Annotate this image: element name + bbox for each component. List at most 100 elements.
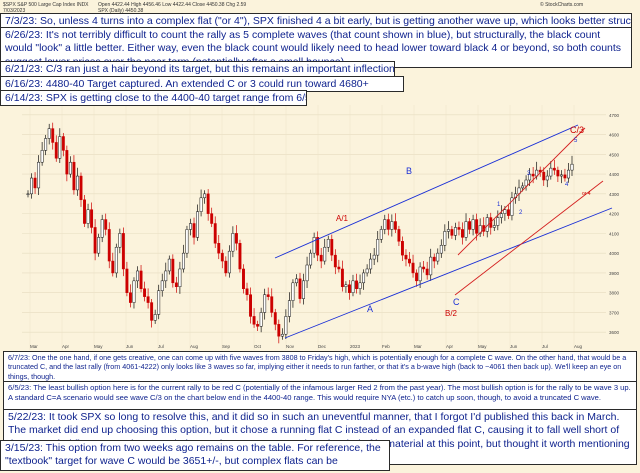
candle-body — [263, 294, 267, 313]
candle-body — [164, 270, 168, 282]
candle-body — [125, 268, 129, 293]
candle-body — [383, 219, 387, 230]
candle-body — [40, 150, 44, 163]
wave-label: 1 — [497, 202, 501, 208]
candle-body — [319, 254, 323, 262]
candle-body — [528, 173, 532, 181]
candle-body — [217, 243, 221, 254]
candle-body — [323, 246, 327, 262]
candle-body — [524, 179, 528, 187]
candle-body — [432, 256, 436, 262]
y-tick-label: 4100 — [609, 231, 620, 236]
candle-body — [358, 282, 362, 289]
candle-body — [492, 225, 496, 228]
candle-body — [146, 296, 150, 303]
candle-body — [210, 213, 214, 224]
blue-channel-line — [284, 207, 613, 339]
candle-body — [107, 229, 111, 262]
candle-body — [348, 284, 351, 293]
red-channel-line — [454, 180, 604, 296]
x-tick-label: Oct — [254, 344, 262, 349]
candle-body — [411, 262, 415, 274]
y-tick-label: 3900 — [609, 271, 620, 276]
candle-body — [284, 316, 288, 335]
y-tick-label: 4700 — [609, 113, 620, 118]
candle-body — [418, 266, 422, 282]
y-tick-label: 4000 — [609, 251, 620, 256]
candle-body — [415, 272, 419, 282]
candle-body — [76, 175, 79, 191]
note-2023-06-14: 6/14/23: SPX is getting close to the 440… — [0, 90, 307, 106]
candle-body — [100, 219, 104, 238]
y-tick-label: 4400 — [609, 172, 620, 177]
candle-body — [196, 211, 200, 238]
candle-body — [111, 260, 115, 274]
x-tick-label: Mar — [30, 344, 38, 349]
candle-body — [47, 128, 51, 139]
candle-body — [295, 278, 298, 284]
candle-body — [277, 324, 281, 337]
candle-body — [443, 231, 447, 246]
candle-body — [203, 193, 207, 199]
candle-body — [132, 280, 136, 303]
candle-body — [429, 256, 433, 276]
candle-body — [181, 252, 185, 270]
x-tick-label: Mar — [414, 344, 422, 349]
wave-label: or 4 — [582, 191, 591, 197]
wave-label: 4 — [565, 182, 569, 188]
candle-body — [185, 229, 189, 254]
candle-body — [326, 239, 330, 248]
candle-body — [143, 288, 147, 297]
candle-body — [30, 177, 33, 195]
candle-body — [104, 219, 108, 230]
candle-body — [213, 223, 217, 244]
y-tick-label: 3800 — [609, 291, 620, 296]
candle-body — [287, 300, 291, 317]
x-tick-label: Nov — [286, 344, 295, 349]
candle-body — [422, 266, 426, 270]
candle-body — [436, 252, 440, 262]
candle-body — [468, 221, 472, 230]
candle-body — [369, 258, 373, 270]
candle-body — [51, 128, 55, 143]
candle-body — [337, 266, 341, 270]
candle-body — [506, 209, 510, 216]
note-2023-06-21: 6/21/23: C/3 ran just a hair beyond its … — [0, 61, 395, 77]
candle-body — [270, 296, 274, 313]
chart-header-ma: SPX (Daily) 4450.38 — [98, 8, 144, 14]
candle-body — [386, 219, 390, 230]
candle-body — [153, 314, 157, 321]
candle-body — [157, 290, 161, 315]
candle-body — [242, 268, 245, 289]
candle-body — [521, 185, 524, 189]
x-tick-label: Jun — [126, 344, 134, 349]
candle-body — [150, 302, 154, 321]
candle-body — [118, 233, 122, 248]
candle-body — [439, 244, 443, 254]
y-tick-label: 4600 — [609, 133, 620, 138]
candle-body — [457, 227, 461, 230]
chart-header-credit: © StockCharts.com — [540, 2, 584, 8]
x-tick-label: Apr — [446, 344, 454, 349]
candle-body — [79, 175, 83, 201]
candle-body — [404, 254, 408, 260]
candle-body — [220, 252, 224, 262]
wave-label: B/2 — [445, 309, 458, 318]
x-tick-label: Sep — [222, 344, 231, 349]
candle-body — [298, 278, 302, 299]
candle-body — [362, 272, 366, 284]
x-tick-label: Aug — [574, 344, 583, 349]
x-tick-label: Apr — [62, 344, 70, 349]
candle-body — [475, 219, 479, 234]
candle-body — [461, 229, 464, 238]
candle-body — [26, 193, 30, 195]
candle-body — [167, 258, 171, 272]
candle-body — [206, 193, 210, 214]
candle-body — [545, 175, 549, 181]
x-tick-label: May — [94, 344, 103, 349]
candle-body — [450, 229, 454, 236]
x-axis-ticks: Mar Apr May Jun Jul Aug Sep Oct Nov Dec 2023 Feb Mar… — [30, 344, 583, 349]
candle-body — [192, 223, 196, 238]
candle-body — [136, 270, 139, 282]
